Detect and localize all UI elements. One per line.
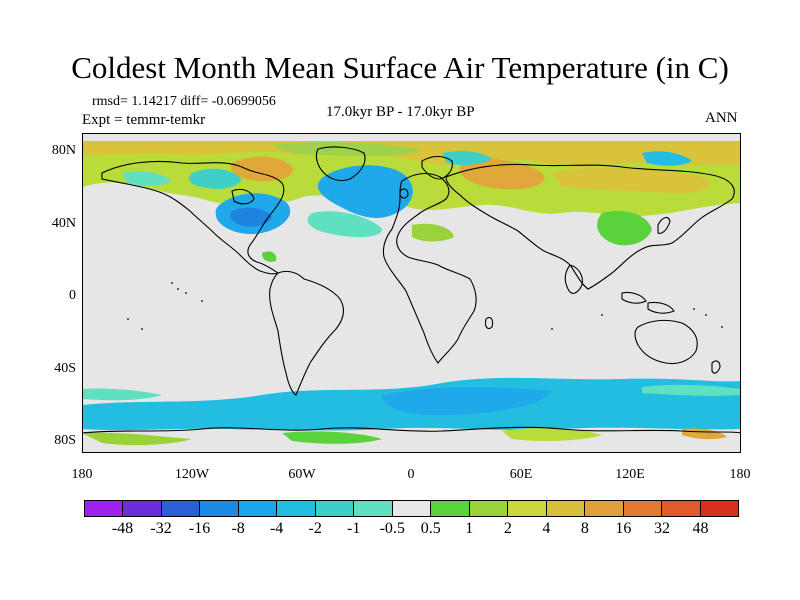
color-bar-cell bbox=[431, 501, 470, 516]
lat-label-80n: 80N bbox=[51, 143, 76, 158]
color-bar-cell bbox=[354, 501, 393, 516]
color-bar-cell bbox=[662, 501, 701, 516]
color-bar-cell bbox=[238, 501, 278, 516]
color-bar-label: -48 bbox=[111, 520, 134, 537]
temperature-map bbox=[82, 133, 741, 453]
lon-label-0: 0 bbox=[407, 467, 415, 482]
color-bar-label: 4 bbox=[542, 520, 551, 537]
color-bar-cell bbox=[315, 501, 355, 516]
color-bar-cell bbox=[392, 501, 432, 516]
color-bar-cell bbox=[161, 501, 201, 516]
lon-label-180e: 180 bbox=[729, 467, 751, 482]
east-asia-warm-anomaly bbox=[262, 210, 652, 262]
rmsd-diff-text: rmsd= 1.14217 diff= -0.0699056 bbox=[92, 94, 276, 109]
map-frame bbox=[82, 133, 741, 453]
island-dots bbox=[127, 282, 723, 330]
lon-label-60w: 60W bbox=[288, 467, 316, 482]
season-text: ANN bbox=[705, 110, 738, 126]
lat-label-40n: 40N bbox=[51, 216, 76, 231]
map-panel bbox=[82, 133, 741, 453]
southern-ocean-anomaly-field bbox=[82, 377, 741, 453]
north-atlantic-cold-anomaly bbox=[122, 151, 692, 238]
lon-label-120w: 120W bbox=[174, 467, 210, 482]
lon-label-60e: 60E bbox=[509, 467, 533, 482]
plot-title: Coldest Month Mean Surface Air Temperatu… bbox=[71, 50, 729, 85]
color-bar-cell bbox=[700, 501, 738, 516]
color-bar-label: 16 bbox=[615, 520, 632, 537]
color-bar-label: 1 bbox=[465, 520, 474, 537]
color-bar-cell bbox=[85, 501, 124, 516]
color-bar-label: 8 bbox=[580, 520, 589, 537]
lat-label-80s: 80S bbox=[54, 433, 76, 448]
color-bar-label: 48 bbox=[692, 520, 709, 537]
lon-label-180w: 180 bbox=[71, 467, 93, 482]
color-bar-cell bbox=[585, 501, 624, 516]
color-bar-label: -4 bbox=[269, 520, 284, 537]
color-bar-label: 2 bbox=[503, 520, 512, 537]
color-bar-label: 0.5 bbox=[420, 520, 441, 537]
color-bar-label: -1 bbox=[347, 520, 361, 537]
color-bar-cell bbox=[508, 501, 547, 516]
lat-label-40s: 40S bbox=[54, 361, 76, 376]
color-bar-cell bbox=[623, 501, 663, 516]
color-bar bbox=[84, 500, 739, 517]
color-bar-label: -32 bbox=[150, 520, 172, 537]
color-bar-cell bbox=[123, 501, 162, 516]
color-bar-label: 32 bbox=[653, 520, 670, 537]
color-bar-label: -8 bbox=[231, 520, 245, 537]
color-bar-label: -0.5 bbox=[379, 520, 405, 537]
lon-label-120e: 120E bbox=[615, 467, 645, 482]
coastlines bbox=[82, 146, 741, 434]
period-text: 17.0kyr BP - 17.0kyr BP bbox=[326, 104, 475, 120]
color-bar-cell bbox=[277, 501, 316, 516]
color-bar-cell bbox=[546, 501, 586, 516]
color-bar-label: -16 bbox=[188, 520, 211, 537]
color-bar-cell bbox=[200, 501, 239, 516]
experiment-text: Expt = temmr-temkr bbox=[82, 112, 206, 128]
lat-label-0: 0 bbox=[69, 288, 76, 303]
color-bar-cell bbox=[469, 501, 509, 516]
color-bar-label: -2 bbox=[308, 520, 322, 537]
